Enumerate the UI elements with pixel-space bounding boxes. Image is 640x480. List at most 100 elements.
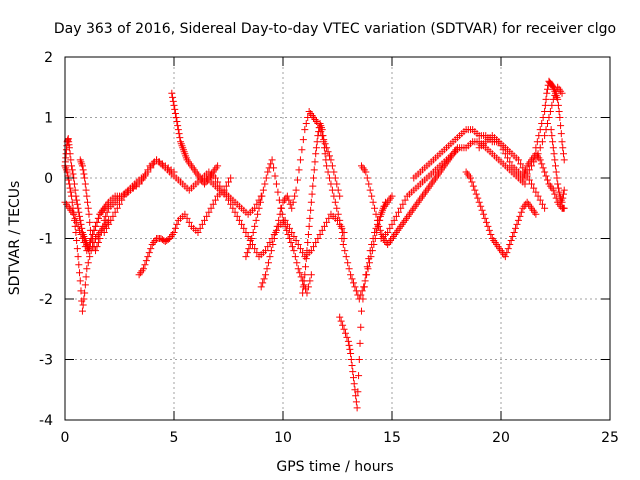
data-point — [103, 208, 111, 216]
data-point — [355, 295, 363, 303]
data-point — [363, 271, 371, 279]
data-point — [278, 204, 286, 212]
data-point — [254, 210, 262, 218]
data-point — [528, 180, 536, 188]
data-point — [78, 235, 86, 242]
data-point — [116, 200, 123, 208]
data-point — [144, 253, 152, 261]
data-point — [81, 289, 89, 297]
data-point — [100, 228, 108, 236]
data-point — [547, 126, 555, 134]
data-point — [343, 333, 351, 341]
data-point — [73, 237, 81, 245]
data-point — [84, 198, 92, 206]
data-point — [251, 222, 259, 230]
data-point — [501, 253, 509, 261]
y-tick-label: -4 — [39, 413, 53, 429]
data-point — [388, 192, 396, 200]
data-point — [471, 186, 479, 194]
data-point — [288, 243, 296, 251]
data-point — [205, 208, 213, 216]
data-point — [548, 132, 556, 140]
data-point — [365, 259, 373, 267]
data-point — [322, 156, 330, 164]
data-point — [310, 174, 318, 182]
data-point — [214, 162, 222, 170]
y-tick-label: -2 — [39, 292, 53, 308]
data-point — [311, 158, 319, 166]
data-point — [198, 220, 206, 228]
data-point — [320, 138, 328, 146]
data-point — [347, 271, 355, 279]
data-point — [105, 220, 113, 228]
data-point — [92, 247, 100, 255]
data-point — [480, 210, 488, 218]
data-point — [541, 204, 549, 212]
data-point — [366, 186, 374, 194]
data-point — [503, 249, 511, 257]
data-point — [80, 295, 88, 303]
data-point — [558, 138, 566, 146]
data-point — [368, 192, 376, 200]
data-point — [266, 253, 274, 261]
data-point — [345, 341, 353, 349]
data-point — [306, 214, 314, 222]
y-tick-label: 2 — [44, 50, 53, 66]
data-point — [284, 230, 292, 238]
data-point — [248, 235, 256, 242]
data-point — [365, 180, 373, 188]
data-point — [495, 138, 503, 146]
data-point — [92, 222, 100, 230]
data-point — [559, 194, 567, 202]
data-point — [544, 176, 552, 184]
data-point — [211, 196, 219, 204]
data-point — [252, 216, 260, 224]
data-point — [510, 228, 518, 236]
data-point — [194, 228, 202, 236]
data-point — [235, 216, 243, 224]
data-point — [538, 160, 546, 168]
data-point — [66, 150, 74, 158]
data-point — [552, 168, 560, 176]
data-point — [352, 392, 360, 400]
data-point — [395, 208, 403, 216]
data-point — [87, 235, 95, 242]
axis-ticks: 0 5 10 15 20 25 -4 -3 -2 -1 0 1 2 — [39, 50, 619, 446]
data-point — [183, 214, 191, 222]
data-point — [560, 156, 568, 164]
data-point — [312, 144, 320, 152]
data-point — [351, 283, 359, 291]
data-point — [118, 196, 126, 204]
data-point — [296, 156, 304, 164]
data-point — [71, 214, 79, 222]
data-point — [164, 236, 172, 244]
series-track-17 — [462, 168, 540, 261]
data-point — [238, 220, 246, 228]
data-point — [544, 85, 552, 93]
data-point — [229, 204, 237, 212]
data-point — [80, 170, 88, 178]
data-point — [536, 156, 544, 164]
data-point — [262, 271, 270, 279]
data-point — [368, 247, 376, 255]
data-point — [261, 180, 269, 188]
data-point — [477, 202, 485, 210]
data-point — [171, 109, 179, 117]
data-point — [397, 204, 405, 212]
data-point — [82, 273, 90, 281]
data-point — [549, 82, 557, 90]
data-point — [139, 174, 147, 182]
data-point — [81, 281, 89, 289]
data-point — [82, 186, 90, 194]
data-point — [315, 128, 323, 136]
data-point — [381, 198, 389, 206]
data-point — [292, 186, 300, 194]
y-tick-label: 1 — [44, 111, 53, 127]
data-point — [211, 174, 219, 182]
data-point — [225, 196, 232, 204]
data-point — [305, 222, 313, 230]
data-point — [100, 216, 108, 224]
data-point — [532, 210, 540, 218]
data-point — [227, 200, 235, 208]
data-point — [141, 261, 149, 269]
